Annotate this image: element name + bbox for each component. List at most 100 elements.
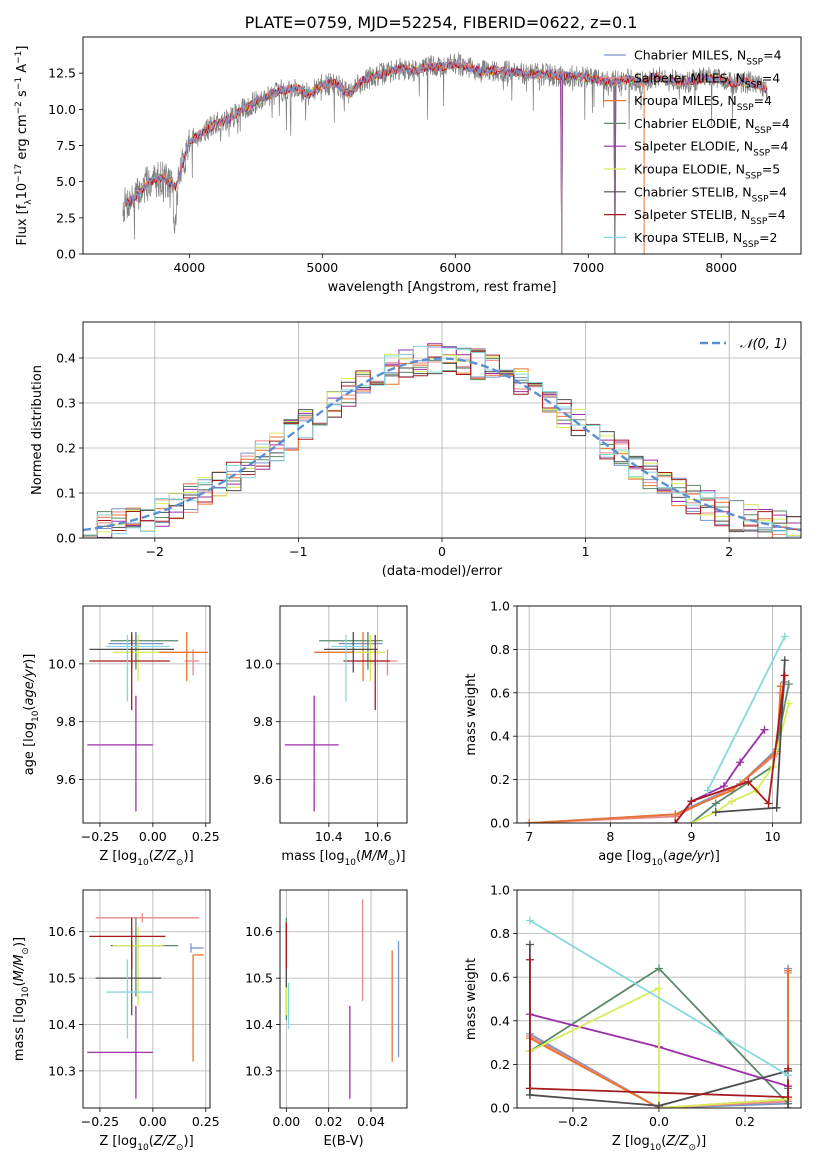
weight-marker [703, 786, 712, 795]
y-tick-label: 12.5 [48, 66, 76, 81]
residual-histogram [83, 343, 801, 538]
x-axis-label: (data-model)/error [382, 564, 503, 579]
weight-series-line [706, 635, 786, 791]
error-bar-point [343, 634, 390, 711]
y-tick-label: 0.4 [490, 729, 510, 744]
x-tick-label: 4000 [173, 260, 205, 275]
x-tick-label: −2 [146, 544, 164, 559]
axes-frame [82, 321, 802, 539]
x-axis-label: wavelength [Angstrom, rest frame] [328, 280, 557, 295]
x-axis-label: E(B-V) [323, 1134, 363, 1149]
weight-marker [711, 808, 720, 817]
x-axis-label: Z [log10(Z/Z⊙)] [612, 1134, 706, 1153]
mass_vs_EBV-marks [285, 899, 400, 1099]
weight-marker [525, 955, 534, 964]
y-tick-label: 0.6 [490, 970, 510, 985]
x-tick-label: −1 [289, 544, 307, 559]
y-tick-label: 1.0 [490, 883, 510, 898]
y-tick-label: 0.2 [490, 1057, 510, 1072]
axes-frame [279, 889, 408, 1109]
x-tick-label: 0.25 [192, 829, 220, 844]
weight_vs_age-marks [525, 632, 793, 823]
x-tick-label: 0.00 [272, 1114, 300, 1129]
x-axis-label: Z [log10(Z/Z⊙)] [99, 1134, 193, 1153]
age_vs_mass-axes: 10.4 10.6 9.6 9.8 10.0 mass [log10(M/M⊙)] [245, 605, 408, 868]
residuals-axes: −2 −1 0 1 2 0.0 0.1 0.2 0.3 0.4 (data-model)/error… [30, 321, 802, 579]
weight_vs_Z-axes: −0.2 0.0 0.2 0.0 0.2 0.4 0.6 0.8 1.0 Z [log10(Z/Z… [464, 883, 802, 1153]
x-tick-label: 1 [582, 544, 590, 559]
weight_vs_Z-marks [525, 916, 793, 1108]
weight-marker [525, 1084, 534, 1093]
y-axis-label: mass weight [464, 958, 479, 1040]
y-tick-label: 0.4 [56, 351, 76, 366]
axes-frame [82, 889, 211, 1109]
mass_vs_EBV-axes: 0.00 0.02 0.04 10.3 10.4 10.5 10.6 E(B-V) [245, 889, 408, 1149]
y-tick-label: 0.4 [490, 1013, 510, 1028]
weight-marker [780, 656, 789, 665]
error-bar-point [190, 943, 204, 953]
y-tick-label: 10.3 [245, 1063, 273, 1078]
model-spectrum [125, 58, 768, 207]
legend-label: Chabrier STELIB, NSSP=4 [634, 184, 787, 204]
weight-series-line [529, 986, 789, 1108]
legend-label: Salpeter STELIB, NSSP=4 [634, 207, 786, 227]
y-tick-label: 0.0 [490, 816, 510, 831]
x-tick-label: 10.4 [315, 829, 343, 844]
y-tick-label: 5.0 [56, 174, 76, 189]
residual-histogram [83, 345, 801, 538]
y-tick-label: 1.0 [490, 599, 510, 614]
weight-marker [784, 699, 793, 708]
legend-label: Kroupa STELIB, NSSP=2 [634, 230, 778, 250]
y-tick-label: 0.8 [490, 642, 510, 657]
legend-label: Kroupa ELODIE, NSSP=5 [634, 162, 780, 182]
y-axis-label: Flux [fλ10−17 erg cm−2 s−1 A−1] [14, 46, 34, 246]
y-tick-label: 2.5 [56, 210, 76, 225]
x-tick-label: 7 [525, 829, 533, 844]
weight-marker [728, 797, 737, 806]
y-tick-label: 0.2 [56, 441, 76, 456]
age_vs_Z-marks [87, 632, 208, 812]
y-tick-label: 10.6 [48, 924, 76, 939]
legend-label: Kroupa MILES, NSSP=4 [634, 93, 772, 113]
y-tick-label: 0.1 [56, 486, 76, 501]
weight-marker [784, 680, 793, 689]
x-tick-label: 0 [438, 544, 446, 559]
y-axis-label: age [log10(age/yr)] [22, 654, 41, 776]
x-tick-label: 10.6 [364, 829, 392, 844]
x-tick-label: −0.25 [81, 829, 119, 844]
x-tick-label: 0.02 [315, 1114, 343, 1129]
weight-marker [671, 819, 680, 823]
x-tick-label: −0.25 [81, 1114, 119, 1129]
legend-label: Salpeter MILES, NSSP=4 [634, 70, 780, 90]
error-bar-point [331, 634, 368, 702]
weight-marker [780, 671, 789, 680]
plot-area: 4000 5000 6000 7000 80000.02.55.07.510.012.5… [12, 36, 802, 1153]
figure-title: PLATE=0759, MJD=52254, FIBERID=0622, z=0… [245, 13, 638, 32]
error-bar-point [353, 634, 386, 682]
y-tick-label: 10.0 [48, 656, 76, 671]
y-tick-label: 7.5 [56, 138, 76, 153]
y-axis-label: mass weight [464, 673, 479, 755]
error-bar-point [89, 917, 166, 969]
axes-frame [516, 605, 802, 824]
weight-marker [772, 803, 781, 812]
weight-marker [655, 1101, 663, 1108]
weight-marker [764, 799, 773, 808]
weight-marker [784, 1071, 793, 1080]
y-tick-label: 9.8 [56, 714, 76, 729]
residuals-marks [83, 343, 801, 538]
x-axis-label: age [log10(age/yr)] [598, 849, 720, 868]
error-bar-point [157, 632, 208, 682]
legend-label: Chabrier ELODIE, NSSP=4 [634, 116, 790, 136]
y-tick-label: 0.6 [490, 685, 510, 700]
weight-marker [760, 725, 769, 734]
y-tick-label: 10.6 [245, 924, 273, 939]
y-tick-label: 10.4 [48, 1017, 76, 1032]
axes-frame [279, 605, 408, 824]
x-axis-label: mass [log10(M/M⊙)] [281, 849, 405, 868]
y-tick-label: 9.6 [253, 772, 273, 787]
axes-frame [516, 889, 802, 1109]
weight-marker [719, 782, 728, 791]
weight-marker [525, 940, 534, 949]
